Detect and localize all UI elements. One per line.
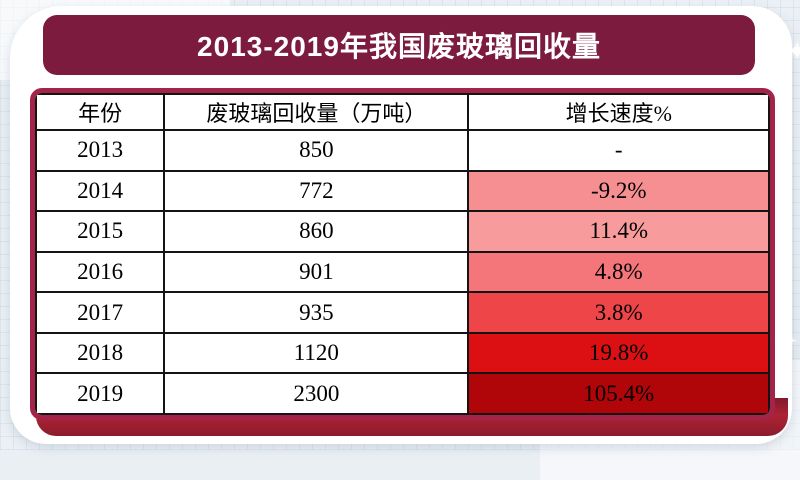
page-title: 2013-2019年我国废玻璃回收量 (197, 31, 601, 62)
data-table-frame: 年份 废玻璃回收量（万吨） 增长速度% 2013 850-2014 772 -9.2%… (30, 88, 775, 420)
cell-year: 2014 (35, 169, 166, 213)
cell-year: 2017 (35, 291, 166, 334)
cell-growth: 3.8% (467, 291, 770, 334)
table-row: 2018 1120 19.8% (35, 331, 770, 375)
cell-growth: 105.4% (467, 372, 770, 415)
column-header-year: 年份 (35, 93, 166, 131)
cell-volume: 901 (163, 250, 470, 294)
cell-volume: 850 (163, 129, 470, 172)
cell-growth: 19.8% (467, 331, 770, 375)
cell-volume: 1120 (163, 331, 470, 375)
table-body: 2013 850-2014 772 -9.2% 2015 860 11.4% 2016 901 4… (35, 129, 770, 415)
header-row: 年份 废玻璃回收量（万吨） 增长速度% (35, 93, 770, 131)
cell-growth: 11.4% (467, 210, 770, 253)
cell-volume: 935 (163, 291, 470, 334)
cell-year: 2015 (35, 210, 166, 253)
table-row: 2016 901 4.8% (35, 250, 770, 294)
column-header-volume: 废玻璃回收量（万吨） (163, 93, 470, 131)
cell-volume: 2300 (163, 372, 470, 415)
data-table: 年份 废玻璃回收量（万吨） 增长速度% 2013 850-2014 772 -9.2%… (35, 93, 770, 415)
cell-year: 2013 (35, 129, 166, 172)
table-row: 2014 772 -9.2% (35, 169, 770, 213)
cell-year: 2019 (35, 372, 166, 415)
cell-growth: 4.8% (467, 250, 770, 294)
column-header-growth: 增长速度% (467, 93, 770, 131)
table-row: 2019 2300 105.4% (35, 372, 770, 415)
cell-year: 2016 (35, 250, 166, 294)
table-row: 2015 860 11.4% (35, 210, 770, 253)
title-banner: 2013-2019年我国废玻璃回收量 (43, 15, 755, 75)
cell-growth: -9.2% (467, 169, 770, 213)
table-row: 2013 850- (35, 129, 770, 172)
table-row: 2017 935 3.8% (35, 291, 770, 334)
cell-volume: 860 (163, 210, 470, 253)
cell-volume: 772 (163, 169, 470, 213)
cell-growth: - (467, 129, 770, 172)
cell-year: 2018 (35, 331, 166, 375)
